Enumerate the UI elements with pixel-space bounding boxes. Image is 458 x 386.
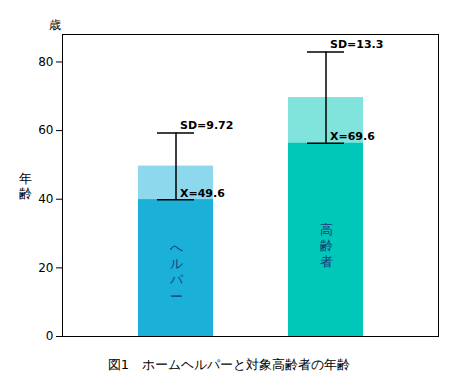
svg-text:80: 80 [38,55,53,69]
svg-text:高齢者: 高齢者 [320,222,333,270]
svg-text:X=49.6: X=49.6 [180,187,225,200]
svg-text:40: 40 [38,192,53,206]
svg-text:へルパー: へルパー [169,240,184,304]
html-text:図1 ホームヘルパーと対象高齢者の年齢: 図1 ホームヘルパーと対象高齢者の年齢 [107,357,351,372]
svg-text:X=69.6: X=69.6 [330,130,375,143]
svg-text:歳: 歳 [49,18,61,32]
svg-text:0: 0 [46,329,54,343]
svg-text:20: 20 [38,261,53,275]
svg-text:SD=13.3: SD=13.3 [330,38,383,51]
svg-text:年齢: 年齢 [19,171,32,202]
svg-text:SD=9.72: SD=9.72 [180,119,233,132]
svg-text:60: 60 [38,123,53,137]
